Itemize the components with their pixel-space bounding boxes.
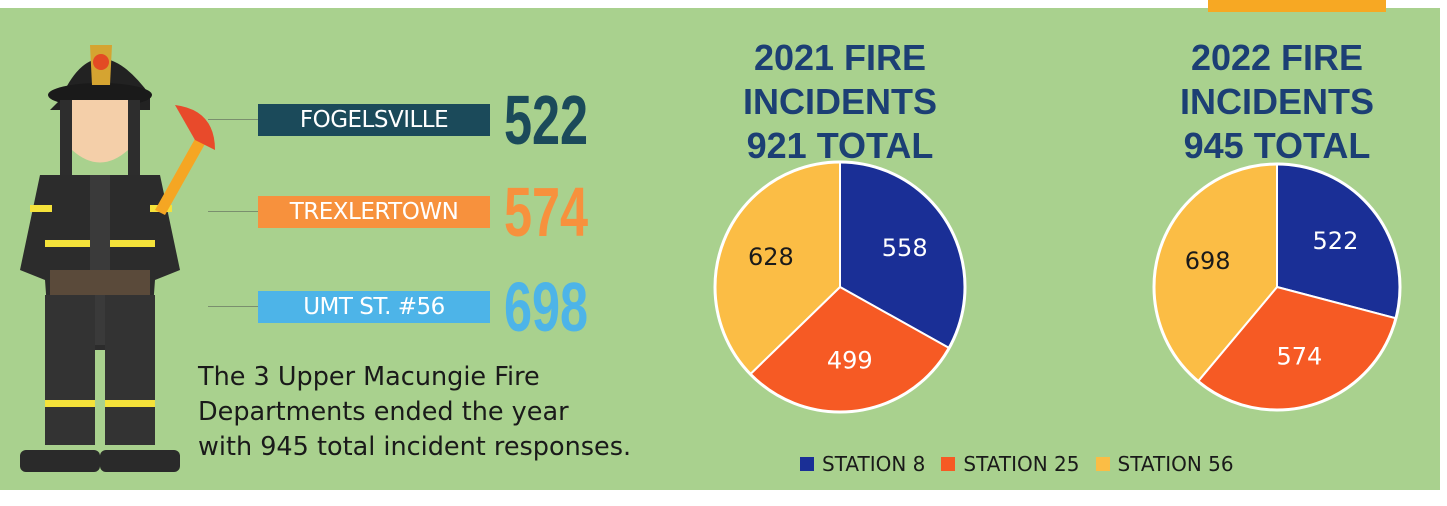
legend-label: STATION 8 [822,452,925,476]
leader-line [208,119,258,120]
slice-label: 574 [1276,342,1322,370]
slice-label: 558 [882,234,928,262]
station-count: 574 [504,177,588,247]
chart-title: 2021 FIRE INCIDENTS 921 TOTAL [710,36,970,168]
chart-title: 2022 FIRE INCIDENTS 945 TOTAL [1147,36,1407,168]
slice-label: 698 [1185,247,1231,275]
summary-line: with 945 total incident responses. [198,430,631,465]
legend-swatch [941,457,955,471]
summary-line: Departments ended the year [198,395,631,430]
station-name: TREXLERTOWN [258,196,490,228]
firefighter [20,45,215,472]
legend-item: STATION 25 [941,452,1079,476]
legend-swatch [800,457,814,471]
slice-label: 499 [827,346,873,374]
legend-label: STATION 25 [963,452,1079,476]
legend-item: STATION 56 [1096,452,1234,476]
station-count: 698 [504,272,588,342]
slice-label: 522 [1313,227,1359,255]
station-count: 522 [504,85,588,155]
infographic: 558499628522574698 FOGELSVILLE522TREXLER… [0,0,1447,506]
legend: STATION 8 STATION 25 STATION 56 [800,452,1234,476]
legend-item: STATION 8 [800,452,925,476]
slice-label: 628 [748,243,794,271]
station-name: FOGELSVILLE [258,104,490,136]
leader-line [208,211,258,212]
legend-label: STATION 56 [1118,452,1234,476]
summary-line: The 3 Upper Macungie Fire [198,360,631,395]
station-name: UMT ST. #56 [258,291,490,323]
legend-swatch [1096,457,1110,471]
leader-line [208,306,258,307]
